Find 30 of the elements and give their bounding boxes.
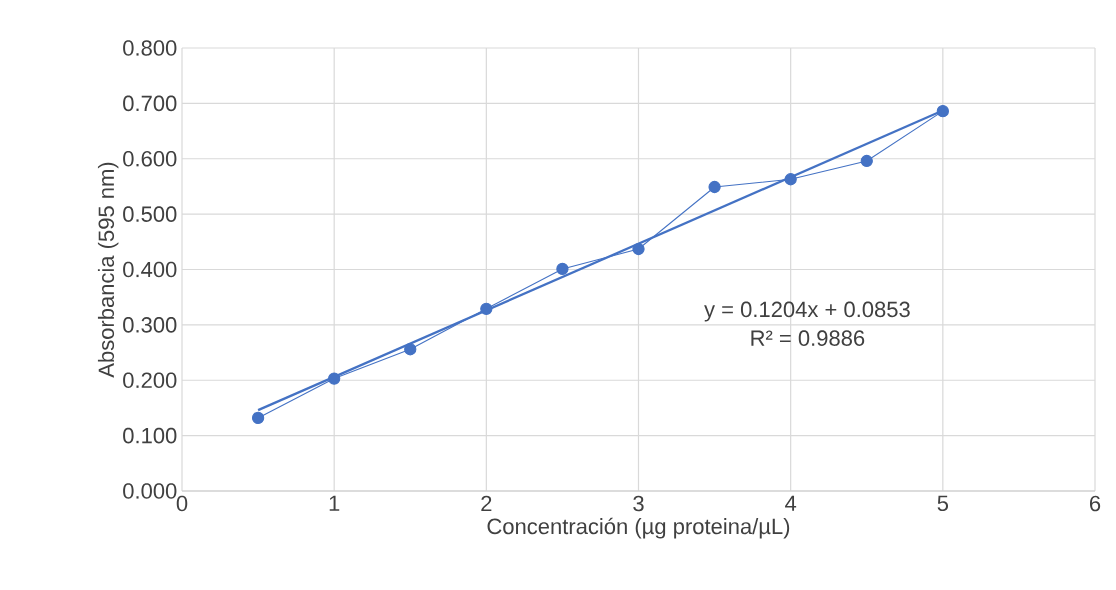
y-tick-label: 0.200 <box>123 372 177 389</box>
point <box>328 372 341 385</box>
x-tick-label: 5 <box>937 495 949 512</box>
y-tick-label: 0.600 <box>123 150 177 167</box>
point <box>480 302 493 315</box>
annotation: y = 0.1204x + 0.0853 <box>704 301 910 322</box>
y-axis-title: Absorbancia (595 nm) <box>97 162 119 378</box>
y-tick-label: 0.500 <box>123 206 177 222</box>
point <box>784 173 797 186</box>
y-tick-label: 0.100 <box>123 427 177 444</box>
point <box>632 242 645 256</box>
point <box>936 105 949 118</box>
x-tick-label: 2 <box>481 495 492 512</box>
point <box>708 180 721 194</box>
x-tick-label: 4 <box>785 495 797 511</box>
x-tick-label: 6 <box>1089 495 1101 512</box>
y-tick-label: 0.000 <box>123 483 177 499</box>
x-tick-label: 3 <box>633 495 644 512</box>
x-axis-title: Concentración (µg proteina/µL) <box>487 517 790 539</box>
y-tick-label: 0.400 <box>123 261 177 278</box>
annotation: R² = 0.9886 <box>751 330 865 346</box>
point <box>251 411 265 425</box>
y-tick-label: 0.800 <box>123 40 177 56</box>
y-tick-label: 0.700 <box>123 95 177 112</box>
y-tick-label: 0.300 <box>123 317 177 333</box>
x-tick-label: 0 <box>176 495 188 512</box>
point <box>860 154 873 168</box>
point <box>404 343 417 356</box>
point <box>556 262 569 276</box>
x-tick-label: 1 <box>329 495 340 511</box>
